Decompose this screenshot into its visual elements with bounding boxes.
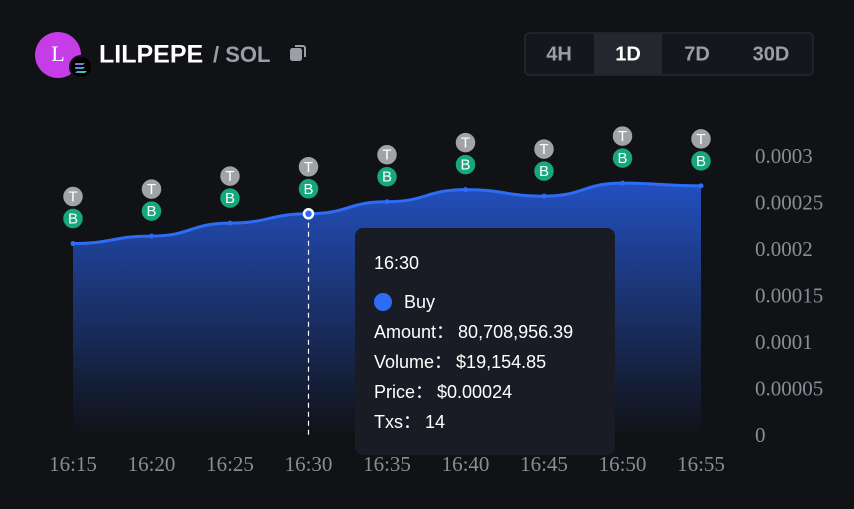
tooltip-time: 16:30 [374,253,419,273]
trade-marker-bg [140,177,163,201]
trade-marker-label: T [461,135,470,152]
token-name: LILPEPE [99,41,203,69]
trade-marker-label: T [696,131,705,148]
trade-marker-label: T [225,168,234,185]
trade-marker-bg [689,127,713,151]
trade-marker-label: B [696,153,706,170]
trade-marker-label: B [460,157,470,174]
timeframe-button[interactable]: 1D [615,43,641,65]
trade-marker-bg [375,143,399,166]
x-tick-label: 16:25 [206,452,254,476]
hover-point [302,208,315,220]
avatar-letter: L [51,41,64,66]
x-tick-label: 16:55 [677,452,725,476]
y-tick-label: 0.00005 [755,376,823,400]
x-tick-label: 16:30 [285,452,333,476]
trade-marker-label: B [539,163,549,180]
trade-marker-bg [140,199,163,223]
y-tick-label: 0.0002 [755,237,813,261]
tooltip-label: Txs： [374,412,421,432]
x-tick-label: 16:20 [128,452,176,476]
trade-marker-label: B [303,181,313,198]
trade-marker-bg [297,177,320,201]
chain-badge [69,55,93,79]
trade-marker-label: T [304,159,313,176]
trade-marker-bg [611,124,634,148]
y-tick-label: 0.00025 [755,190,823,214]
timeframe-button[interactable]: 7D [684,43,710,65]
trade-marker-label: B [382,169,392,186]
trade-marker-bg [532,159,556,183]
copy-button[interactable] [290,45,306,61]
x-tick-label: 16:35 [363,452,411,476]
trade-marker-label: B [225,190,235,207]
trade-marker-bg [611,146,634,170]
x-tick-label: 16:45 [520,452,568,476]
tooltip-label: Price： [374,382,433,402]
tooltip-legend-dot [374,293,392,311]
trade-marker-label: T [618,128,627,145]
trade-marker-bg [689,149,713,173]
y-tick-label: 0 [755,423,766,447]
trade-marker-bg [218,164,242,188]
trade-marker-bg [532,137,556,161]
trade-marker-label: T [68,189,77,206]
x-tick-label: 16:50 [599,452,647,476]
trade-marker-bg [297,155,320,179]
y-tick-label: 0.0001 [755,330,813,354]
tooltip-box [355,228,615,455]
trade-marker-bg [375,165,399,188]
y-tick-label: 0.00015 [755,283,823,307]
trade-marker-bg [454,131,477,154]
trade-marker-bg [218,186,242,210]
timeframe-button[interactable]: 30D [753,43,790,65]
trade-marker-bg [61,185,85,208]
point [620,180,625,186]
tooltip-value: $0.00024 [437,382,512,402]
tooltip-value: 80,708,956.39 [458,322,573,342]
point [541,193,547,199]
trade-marker-label: T [382,147,391,164]
x-tick-label: 16:15 [49,452,97,476]
timeframe-active-bg [594,34,662,74]
point [463,187,468,193]
trade-marker-label: B [146,203,156,220]
timeframe-button[interactable]: 4H [546,43,572,65]
point [70,241,76,247]
point [149,233,154,239]
point [384,199,390,205]
y-tick-label: 0.0003 [755,144,813,168]
trade-marker-bg [61,207,85,230]
trade-marker-label: B [617,150,627,167]
quote-symbol: / SOL [213,42,270,67]
tooltip-label: Amount： [374,322,454,342]
trade-marker-label: B [68,211,78,228]
trade-marker-label: T [147,181,156,198]
tooltip-value: 14 [425,412,445,432]
point [227,220,233,226]
trade-marker-bg [454,153,477,176]
tooltip-series-name: Buy [404,292,435,312]
point [698,183,704,189]
x-tick-label: 16:40 [442,452,490,476]
trade-marker-label: T [539,141,548,158]
tooltip-value: $19,154.85 [456,352,546,372]
tooltip-label: Volume： [374,352,452,372]
